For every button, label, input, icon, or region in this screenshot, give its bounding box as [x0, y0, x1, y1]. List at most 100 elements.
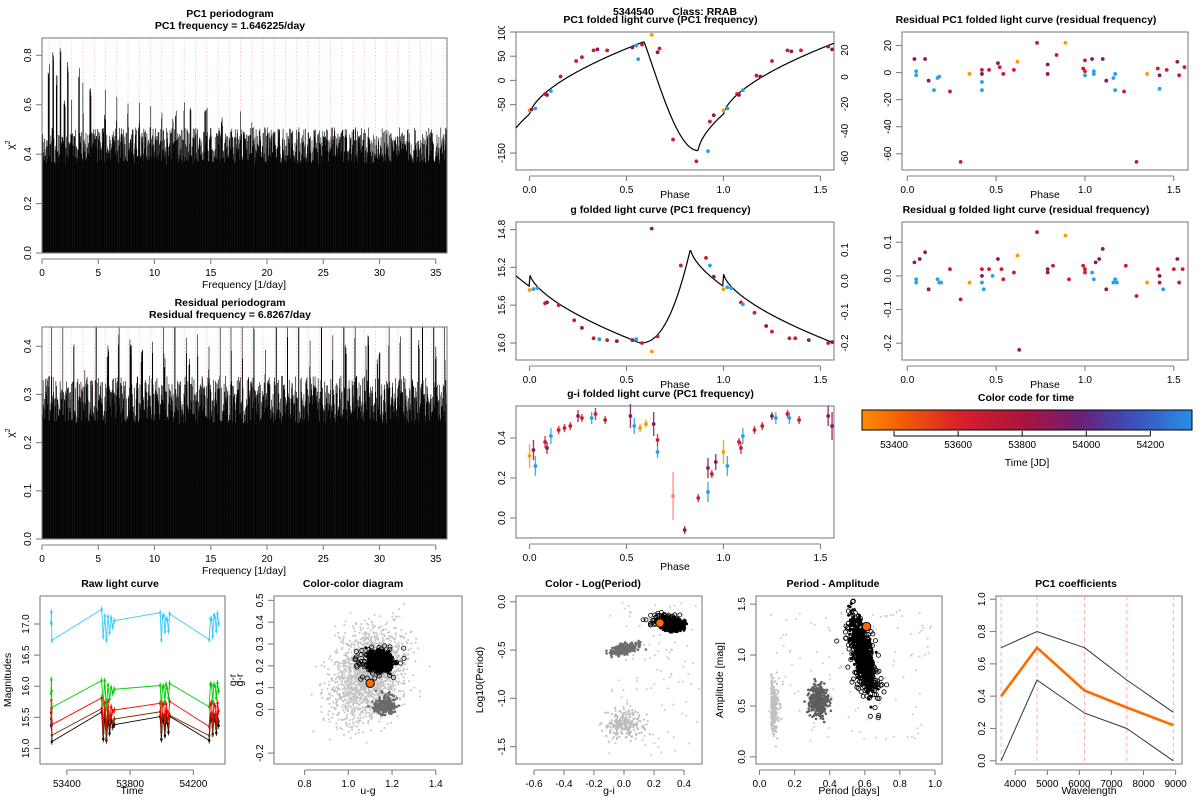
gi-folded-xlabel: Phase	[660, 561, 690, 573]
svg-text:25: 25	[318, 554, 330, 565]
svg-text:0.8: 0.8	[23, 48, 34, 62]
residual-g-xlabel: Phase	[1030, 379, 1060, 391]
svg-text:25: 25	[318, 268, 330, 279]
svg-text:-50: -50	[497, 97, 508, 112]
colorbar-xlabel: Time [JD]	[1005, 457, 1050, 469]
svg-text:1.5: 1.5	[813, 553, 827, 564]
svg-text:1.5: 1.5	[813, 375, 827, 386]
svg-text:0: 0	[840, 74, 851, 80]
residual-periodogram-plot: 0.0 0.1 0.2 0.3 0.4 0 5 10 15 20 25 30 35 Frequency…	[5, 326, 448, 577]
raw-lc-ylabel: Magnitudes	[2, 653, 14, 707]
period-amplitude-ylabel: Amplitude [mag]	[714, 642, 726, 718]
pc1-folded-plot: -150 -50 0 50 100 0.0 0.5 1.0 1.5 Phase 20 0 -20 -…	[497, 26, 851, 201]
g-folded-plot: 14.8 15.2 15.6 16.0 0.0 0.5 1.0 1.5 Phase 0.1 0…	[497, 219, 851, 391]
pc1-periodogram-xlabel: Frequency [1/day]	[202, 279, 286, 291]
svg-text:1.0: 1.0	[717, 185, 731, 196]
svg-text:5: 5	[95, 554, 101, 565]
svg-text:0.3: 0.3	[23, 387, 34, 401]
svg-text:0.1: 0.1	[883, 235, 894, 249]
panel-gi-folded: g-i folded light curve (PC1 frequency) 0…	[468, 388, 853, 578]
pc1-periodogram-plot: 0.0 0.2 0.4 0.6 0.8 0 5 10 15 20 25 30 35 Frequency…	[5, 37, 448, 291]
colorbar-plot: 53400 53600 53800 54000 54200 Time [JD]	[861, 409, 1193, 469]
raw-lc-xlabel: Time	[121, 785, 144, 797]
svg-text:0.5: 0.5	[989, 375, 1003, 386]
pc1-coef-title: PC1 coefficients	[1035, 578, 1117, 590]
raw-lc-plot: 15.0 15.5 16.0 16.5 17.0 53400 53800 54200 Tim…	[2, 595, 239, 797]
svg-text:1.0: 1.0	[1078, 185, 1092, 196]
svg-text:1.5: 1.5	[1167, 375, 1181, 386]
svg-text:53400: 53400	[53, 779, 81, 790]
svg-text:53800: 53800	[1008, 440, 1036, 451]
residual-pc1-title: Residual PC1 folded light curve (residua…	[895, 14, 1157, 26]
svg-text:54000: 54000	[1072, 440, 1100, 451]
svg-text:50: 50	[497, 50, 508, 62]
svg-text:20: 20	[883, 40, 894, 52]
color-color-plot: -0.20.00.10.20.30.40.50.8 1.0 1.2 1.4 u-g g…	[234, 593, 463, 797]
panel-color-color: Color-color diagram -0.2 0.0 0.1 0.2 0.3 0.4 0…	[232, 578, 474, 800]
color-logperiod-title: Color - Log(Period)	[545, 578, 641, 590]
svg-text:1.0: 1.0	[1078, 375, 1092, 386]
g-folded-xlabel: Phase	[660, 379, 690, 391]
svg-text:0.0: 0.0	[840, 274, 851, 288]
residual-periodogram-xlabel: Frequency [1/day]	[202, 565, 286, 577]
gi-folded-title: g-i folded light curve (PC1 frequency)	[567, 388, 754, 400]
panel-pc1-periodogram: PC1 periodogram PC1 frequency = 1.646225…	[0, 8, 460, 298]
colorbar-title: Color code for time	[977, 392, 1075, 404]
residual-periodogram-subtitle: Residual frequency = 6.8267/day	[149, 309, 311, 321]
svg-text:16.0: 16.0	[21, 676, 32, 696]
residual-pc1-xlabel: Phase	[1030, 189, 1060, 201]
period-amplitude-title: Period - Amplitude	[786, 578, 880, 590]
svg-text:-40: -40	[840, 123, 851, 138]
color-logperiod-xlabel: g-i	[603, 785, 615, 797]
color-color-ylabel: g-r	[234, 673, 246, 686]
object-id: 5344540	[612, 6, 654, 18]
svg-text:-0.2: -0.2	[883, 334, 894, 352]
svg-text:0.0: 0.0	[883, 268, 894, 282]
svg-text:0.4: 0.4	[23, 147, 34, 161]
period-amplitude-plot: 0.00.51.01.50.0 0.2 0.4 0.6 0.8 1.0 Period [d…	[714, 595, 943, 797]
color-color-title: Color-color diagram	[302, 578, 404, 590]
svg-text:10: 10	[149, 268, 161, 279]
svg-text:-20: -20	[840, 96, 851, 111]
svg-text:0.5: 0.5	[620, 375, 634, 386]
svg-text:-0.1: -0.1	[840, 303, 851, 321]
svg-text:1.5: 1.5	[1167, 185, 1181, 196]
svg-text:54200: 54200	[1136, 440, 1164, 451]
svg-text:1.5: 1.5	[813, 185, 827, 196]
svg-text:53800: 53800	[116, 779, 144, 790]
panel-pc1-folded: PC1 folded light curve (PC1 frequency) -…	[468, 14, 853, 204]
residual-periodogram-ylabel: χ2	[5, 428, 17, 438]
svg-text:15.5: 15.5	[21, 707, 32, 727]
svg-text:1.0: 1.0	[717, 375, 731, 386]
period-amplitude-xlabel: Period [days]	[818, 785, 879, 797]
svg-text:53600: 53600	[944, 440, 972, 451]
svg-text:-60: -60	[840, 150, 851, 165]
residual-pc1-plot: 20 0 -20 -40 -60 0.0 0.5 1.0 1.5 Phase	[883, 31, 1189, 201]
svg-text:0.1: 0.1	[23, 483, 34, 497]
svg-text:0.0: 0.0	[523, 185, 537, 196]
svg-text:15.0: 15.0	[21, 738, 32, 758]
color-color-xlabel: u-g	[360, 785, 375, 797]
svg-text:14.8: 14.8	[497, 219, 508, 239]
residual-periodogram-title: Residual periodogram	[174, 297, 286, 309]
panel-residual-g-folded: Residual g folded light curve (residual …	[852, 204, 1200, 394]
panel-color-logperiod: Color - Log(Period) 0.0 -0.5 -1.0 -1.5 -0.6-…	[472, 578, 714, 800]
svg-text:0.5: 0.5	[620, 185, 634, 196]
pc1-folded-xlabel: Phase	[660, 189, 690, 201]
svg-text:20: 20	[261, 554, 273, 565]
svg-text:0.5: 0.5	[620, 553, 634, 564]
panel-residual-pc1-folded: Residual PC1 folded light curve (residua…	[852, 14, 1200, 204]
svg-text:10: 10	[149, 554, 161, 565]
svg-text:30: 30	[374, 268, 386, 279]
svg-text:0.5: 0.5	[989, 185, 1003, 196]
color-logperiod-plot: 0.0-0.5-1.0-1.5-0.6 -0.4 -0.2 0.0 0.2 0.4 g-i…	[474, 594, 703, 797]
svg-text:0: 0	[39, 268, 45, 279]
svg-text:5: 5	[95, 268, 101, 279]
panel-residual-periodogram: Residual periodogram Residual frequency …	[0, 297, 460, 582]
panel-g-folded: g folded light curve (PC1 frequency) 14.…	[468, 204, 853, 394]
gi-folded-plot: 0.0 0.2 0.4 0.0 0.5 1.0 1.5 Phase	[497, 404, 835, 573]
svg-text:-60: -60	[883, 146, 894, 161]
panel-colorbar: Color code for time 53400 53600 53800 54000…	[852, 392, 1200, 482]
panel-pc1-coefficients: PC1 coefficients 0.0 0.2 0.4 0.6 0.8 1.0 4000 5…	[952, 578, 1200, 800]
svg-text:1.0: 1.0	[717, 553, 731, 564]
